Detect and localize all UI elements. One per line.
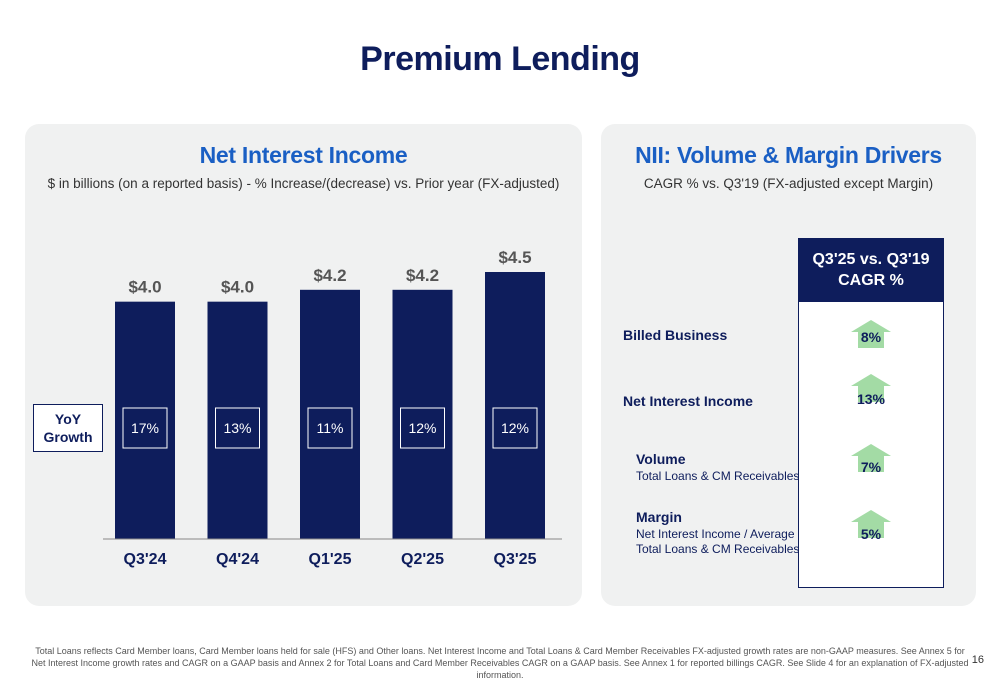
net-interest-income-panel: Net Interest Income $ in billions (on a … [25, 124, 582, 606]
bar-value-label: $4.2 [313, 266, 346, 285]
bar [300, 289, 360, 539]
bar [115, 301, 175, 539]
x-tick-label: Q3'25 [494, 551, 537, 568]
bar-value-label: $4.2 [406, 266, 439, 285]
x-tick-label: Q1'25 [309, 551, 352, 568]
bar-value-label: $4.0 [221, 278, 254, 297]
nii-chart-subtitle: $ in billions (on a reported basis) - % … [47, 176, 560, 191]
x-tick-label: Q3'24 [124, 551, 167, 568]
up-arrow-icon [851, 320, 891, 348]
cagr-header-line1: Q3'25 vs. Q3'19 [812, 251, 930, 268]
driver-label-billed-business: Billed Business [623, 327, 728, 343]
yoy-label-line1: YoY [54, 411, 82, 427]
drivers-subtitle: CAGR % vs. Q3'19 (FX-adjusted except Mar… [643, 176, 934, 191]
driver-sub-margin-line1: Net Interest Income / Average [636, 527, 795, 541]
driver-label-margin: Margin [636, 509, 682, 525]
nii-chart-title: Net Interest Income [199, 142, 408, 168]
bar [392, 289, 453, 539]
driver-value-net-interest-income: 13% [856, 391, 886, 407]
yoy-growth-box [307, 407, 353, 449]
driver-value-margin: 5% [860, 526, 882, 542]
driver-label-volume: Volume [636, 451, 686, 467]
up-arrow-icon [851, 510, 891, 538]
yoy-growth-box [122, 407, 168, 449]
bar [207, 301, 268, 539]
yoy-growth-label: 12% [501, 420, 529, 436]
cagr-column-header: Q3'25 vs. Q3'19 CAGR % [798, 238, 944, 302]
up-arrow-icon [851, 374, 891, 402]
driver-value-billed-business: 8% [860, 329, 882, 345]
cagr-header-line2: CAGR % [838, 272, 904, 289]
driver-sub-volume: Total Loans & CM Receivables [636, 469, 800, 483]
driver-sub-margin-line2: Total Loans & CM Receivables [636, 542, 800, 556]
yoy-growth-label: 13% [223, 420, 251, 436]
x-tick-label: Q2'25 [401, 551, 444, 568]
yoy-label-line2: Growth [43, 429, 93, 445]
bar-value-label: $4.5 [498, 248, 531, 267]
drivers-title: NII: Volume & Margin Drivers [635, 142, 942, 168]
yoy-growth-label: YoY Growth [33, 404, 103, 452]
up-arrow-icon [851, 444, 891, 472]
driver-label-net-interest-income: Net Interest Income [623, 393, 753, 409]
page-number: 16 [971, 654, 984, 666]
bar-value-label: $4.0 [128, 278, 161, 297]
nii-drivers-panel: NII: Volume & Margin Drivers CAGR % vs. … [601, 124, 976, 606]
bar [485, 272, 545, 539]
yoy-growth-label: 17% [131, 420, 159, 436]
yoy-growth-box [492, 407, 538, 449]
nii-bar-chart: $4.0 17% Q3'24 $4.0 13% Q4'24 $4.2 11% Q1'25 $4.2… [103, 248, 562, 568]
yoy-growth-label: 12% [408, 420, 436, 436]
yoy-growth-box [400, 407, 445, 449]
page-title: Premium Lending [360, 40, 640, 78]
yoy-growth-box [215, 407, 260, 449]
footnote: Total Loans reflects Card Member loans, … [31, 646, 969, 680]
x-tick-label: Q4'24 [216, 551, 259, 568]
yoy-growth-label: 11% [317, 420, 344, 436]
driver-value-volume: 7% [860, 459, 882, 475]
